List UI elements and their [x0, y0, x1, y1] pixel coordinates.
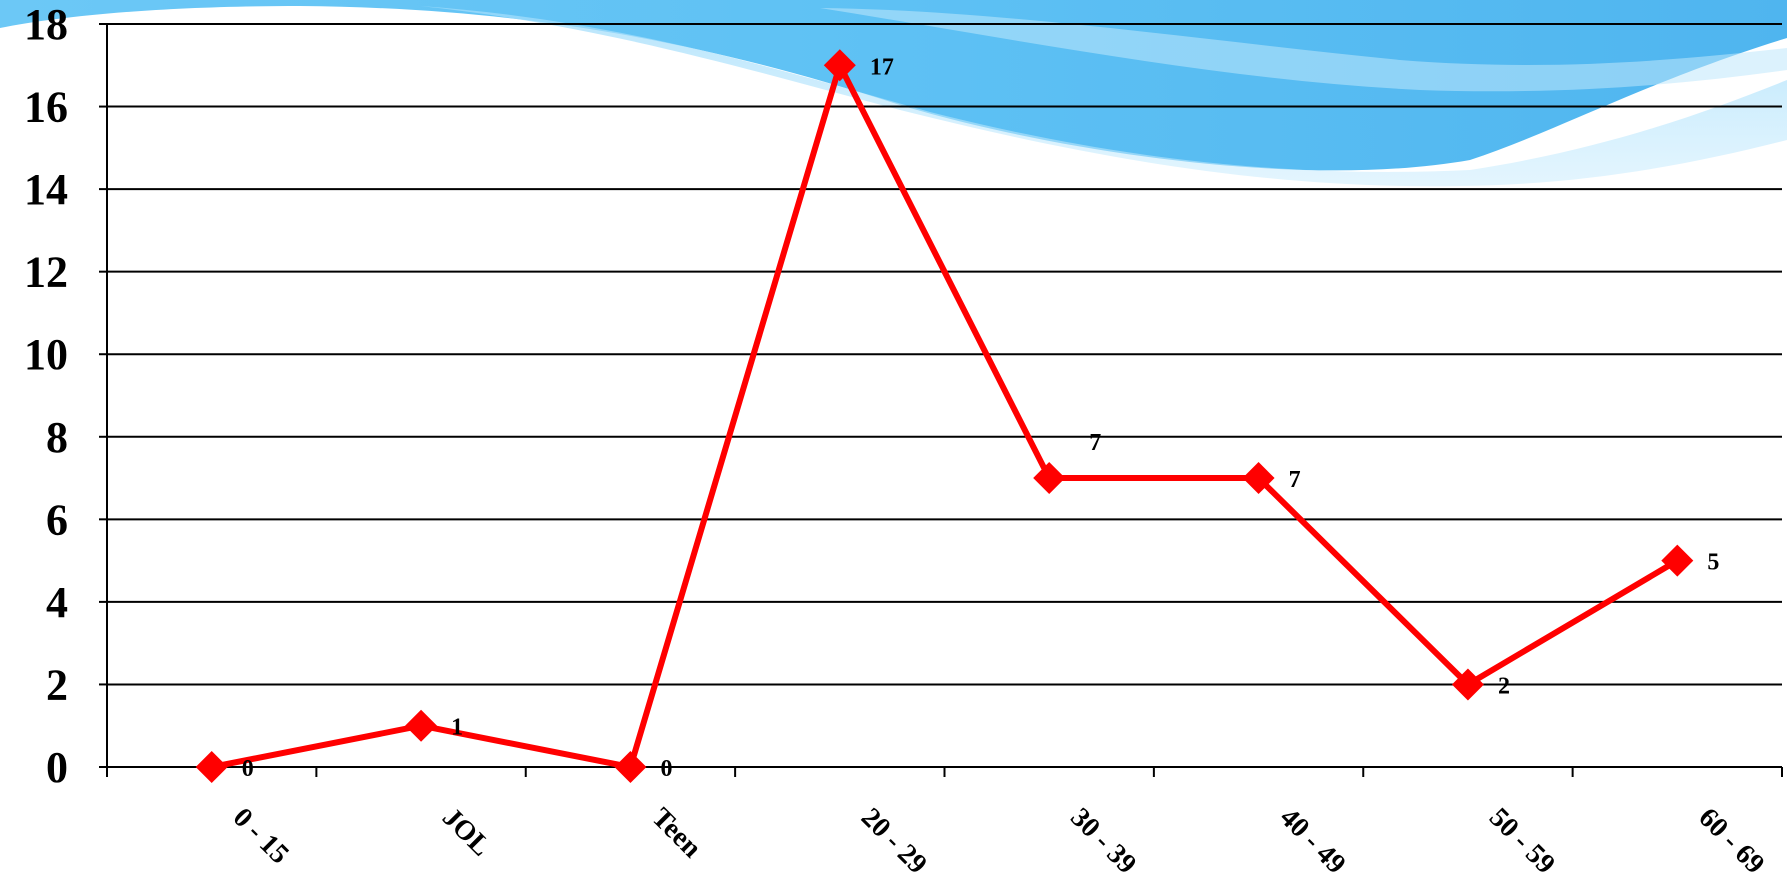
series-line: [211, 57, 1679, 771]
x-tick-label: 40 - 49: [1274, 802, 1352, 880]
data-label: 5: [1707, 550, 1719, 576]
data-point-marker: [614, 751, 647, 783]
y-tick-label: 18: [24, 0, 68, 49]
data-label: 2: [1498, 673, 1510, 699]
y-tick-label: 6: [46, 495, 68, 544]
x-tick-label: JOL: [436, 802, 496, 862]
data-point-marker: [1242, 462, 1275, 495]
data-label: 7: [1289, 467, 1301, 493]
data-labels: 0 1 0 17 7 7 2 5: [242, 54, 1720, 782]
axes: [99, 23, 1783, 777]
y-tick-label: 0: [46, 743, 68, 792]
data-point-marker: [1661, 544, 1694, 577]
data-label: 7: [1089, 430, 1101, 456]
y-tick-label: 16: [24, 83, 68, 132]
y-tick-label: 2: [46, 660, 68, 709]
x-tick-label: 50 - 59: [1483, 802, 1561, 880]
data-point-marker: [1451, 668, 1484, 701]
data-point-marker: [195, 751, 228, 783]
y-tick-label: 10: [24, 330, 68, 379]
data-label: 0: [242, 756, 254, 782]
y-axis-tick-labels: 0 2 4 6 8 10 12 14 16 18: [24, 0, 68, 792]
data-label: 1: [451, 715, 463, 741]
data-label: 0: [660, 756, 672, 782]
x-tick-label: Teen: [645, 802, 707, 864]
y-tick-label: 12: [24, 248, 68, 297]
x-axis-tick-labels: 0 - 15 JOL Teen 20 - 29 30 - 39 40 - 49 50 - 5…: [227, 802, 1771, 880]
background-wave-decoration: [0, 0, 1787, 187]
y-tick-label: 4: [46, 578, 68, 627]
data-label: 17: [870, 54, 894, 80]
y-tick-label: 8: [46, 413, 68, 462]
data-point-marker: [1033, 462, 1066, 495]
x-tick-label: 20 - 29: [855, 802, 933, 880]
y-tick-label: 14: [24, 165, 68, 214]
series-line-group: [195, 49, 1694, 783]
x-tick-label: 0 - 15: [227, 802, 295, 870]
x-tick-label: 60 - 69: [1692, 802, 1770, 880]
x-tick-label: 30 - 39: [1064, 802, 1142, 880]
data-point-marker: [405, 709, 438, 742]
data-point-marker: [823, 49, 856, 82]
